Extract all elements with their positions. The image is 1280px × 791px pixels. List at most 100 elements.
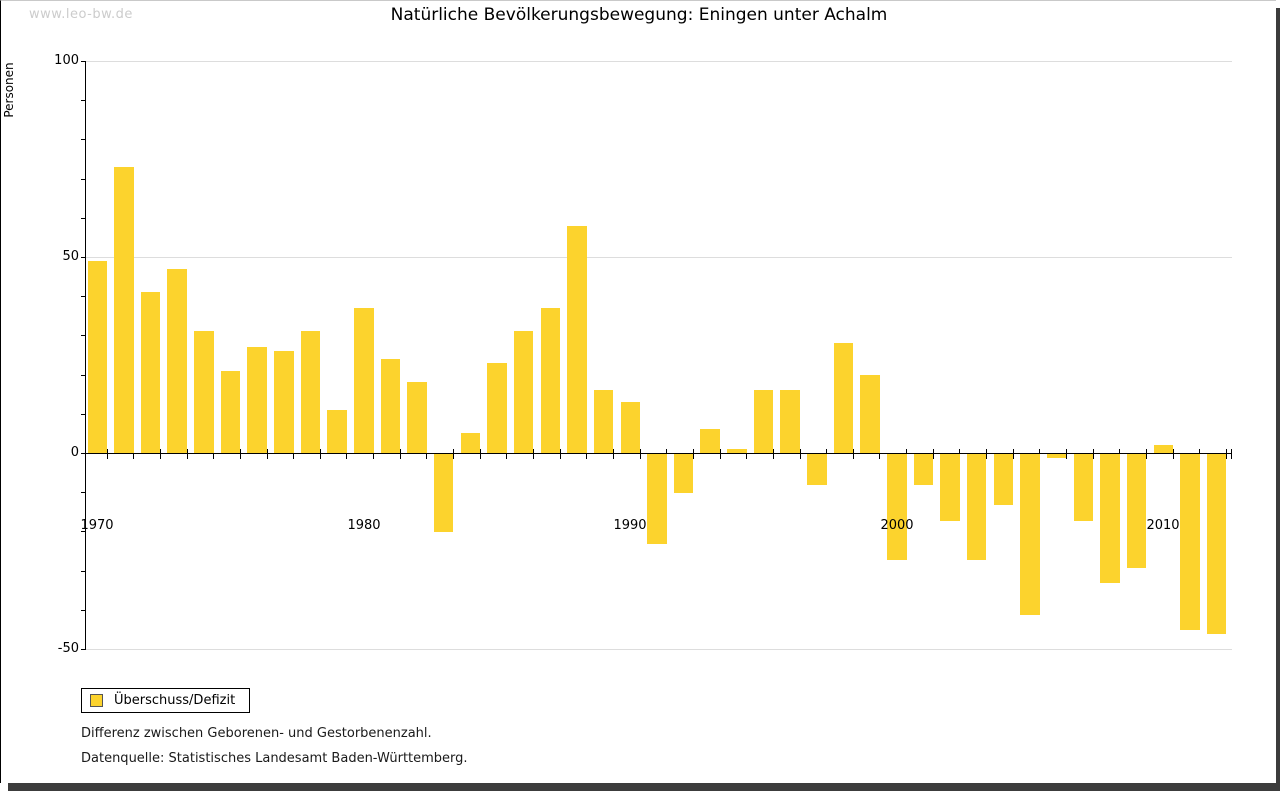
y-tick (81, 570, 86, 572)
footnote-source: Datenquelle: Statistisches Landesamt Bad… (81, 751, 468, 766)
y-tick (81, 296, 86, 298)
bar-1974 (194, 331, 214, 453)
x-tick (612, 449, 614, 459)
x-tick (159, 449, 161, 459)
y-tick (81, 609, 86, 611)
x-tick (1039, 449, 1041, 459)
bar-1990 (620, 402, 641, 453)
x-tick (1231, 449, 1232, 459)
x-tick (959, 449, 961, 459)
bar-1973 (167, 268, 187, 453)
bar-1980 (354, 307, 374, 453)
bar-1985 (487, 362, 507, 453)
bar-1977 (274, 351, 294, 453)
y-tick (81, 649, 86, 650)
gridline-minus50 (86, 649, 1232, 650)
y-tick (81, 178, 86, 180)
x-tick (932, 449, 934, 459)
x-tick (719, 449, 721, 459)
x-tick (852, 449, 854, 459)
bar-2010 (1153, 445, 1174, 453)
plot-area: 1970 1980 1990 2000 2010 (80, 61, 1232, 650)
x-tick-label-1980: 1980 (347, 518, 381, 533)
y-tick (81, 61, 86, 62)
bar-1996 (780, 390, 800, 453)
x-axis-line (86, 453, 1232, 454)
legend-swatch (90, 694, 103, 707)
x-tick (1199, 449, 1201, 459)
page-shadow-bottom (8, 783, 1280, 791)
x-tick (746, 449, 748, 459)
bar-2004 (993, 454, 1014, 505)
x-tick (906, 449, 908, 459)
bar-1992 (673, 454, 694, 494)
x-tick (266, 449, 268, 459)
y-tick (81, 374, 86, 376)
y-tick (81, 492, 86, 494)
y-tick-label-50: 50 (62, 249, 79, 264)
x-tick (293, 449, 295, 459)
x-tick (186, 449, 188, 459)
bar-1982 (407, 382, 427, 453)
bar-2006 (1046, 454, 1067, 458)
x-tick (586, 449, 588, 459)
x-tick (879, 449, 881, 459)
x-tick (346, 449, 348, 459)
x-tick (1066, 449, 1068, 459)
bar-1978 (300, 331, 321, 453)
bar-1997 (807, 454, 827, 486)
x-tick (133, 449, 135, 459)
bar-1979 (327, 409, 347, 453)
legend-label: Überschuss/Defizit (114, 693, 236, 708)
bar-1995 (753, 390, 774, 453)
bar-2005 (1020, 454, 1040, 615)
x-tick (106, 449, 108, 459)
y-tick (81, 531, 86, 533)
bar-1993 (700, 429, 720, 453)
bar-2001 (913, 454, 934, 486)
bar-2003 (966, 454, 987, 560)
bar-1975 (220, 370, 241, 453)
bar-2007 (1073, 454, 1094, 521)
footnote-definition: Differenz zwischen Geborenen- und Gestor… (81, 726, 432, 741)
y-tick (81, 413, 86, 415)
bar-1983 (433, 454, 454, 533)
x-tick (1225, 449, 1227, 459)
y-tick (81, 217, 86, 219)
x-tick (1012, 449, 1014, 459)
bar-2002 (940, 454, 960, 521)
x-tick (986, 449, 988, 459)
bar-1986 (513, 331, 534, 453)
x-tick (1092, 449, 1094, 459)
x-tick-label-2010: 2010 (1146, 518, 1180, 533)
y-tick (81, 139, 86, 141)
x-tick (559, 449, 561, 459)
bar-1971 (114, 166, 134, 453)
bar-1994 (727, 449, 747, 453)
x-tick-label-1970: 1970 (80, 518, 114, 533)
x-tick (692, 449, 694, 459)
legend-box: Überschuss/Defizit (81, 688, 251, 713)
bar-2009 (1126, 454, 1147, 568)
x-tick (399, 449, 401, 459)
gridline-50 (86, 257, 1232, 258)
x-tick (373, 449, 375, 459)
y-tick-label-0: 0 (70, 445, 79, 460)
x-tick (826, 449, 828, 459)
x-tick (1119, 449, 1121, 459)
bar-1988 (567, 225, 587, 453)
gridline-100 (86, 61, 1232, 62)
page-shadow-right (1276, 8, 1280, 791)
bar-1972 (140, 292, 161, 453)
x-tick (319, 449, 321, 459)
x-tick (533, 449, 535, 459)
bar-1981 (380, 358, 401, 453)
y-tick (81, 257, 86, 258)
bar-1976 (247, 347, 267, 453)
x-tick-label-1990: 1990 (613, 518, 647, 533)
x-tick (453, 449, 455, 459)
x-tick (239, 449, 241, 459)
bar-2000 (887, 454, 907, 560)
x-tick (426, 449, 428, 459)
